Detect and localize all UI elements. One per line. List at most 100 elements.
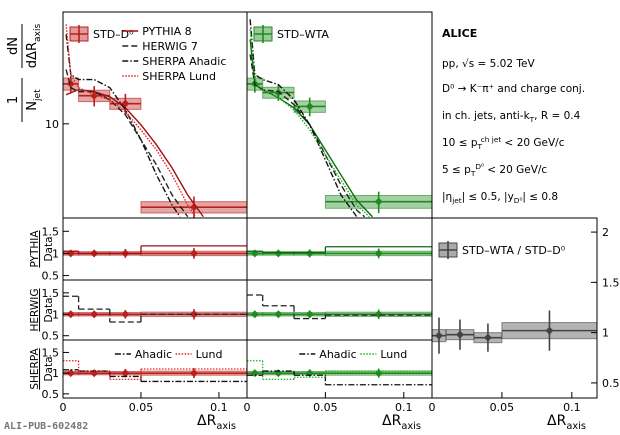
plot-area bbox=[432, 310, 597, 354]
marker bbox=[374, 310, 383, 319]
x-tick-label: 0.05 bbox=[490, 401, 515, 414]
legend-label: Lund bbox=[380, 348, 407, 361]
legend-label: STD–D⁰ bbox=[93, 28, 134, 41]
rich-text: 1 bbox=[6, 96, 21, 104]
legend-label: STD–WTA bbox=[277, 28, 329, 41]
marker bbox=[483, 333, 492, 342]
rich-text: D⁰ → K⁻π⁺ and charge conj. bbox=[442, 83, 585, 95]
text-part: D⁰ bbox=[475, 162, 484, 171]
marker bbox=[305, 102, 314, 111]
text-part: < 20 GeV/c bbox=[484, 164, 547, 176]
y-tick-label: 1 bbox=[602, 327, 609, 340]
marker bbox=[189, 310, 198, 319]
text-part: T bbox=[477, 142, 483, 151]
model-curve bbox=[249, 39, 373, 218]
x-tick-label: 0 bbox=[429, 401, 436, 414]
rich-text: in ch. jets, anti-kT, R = 0.4 bbox=[442, 110, 581, 124]
rich-text: 5 ≤ pTD⁰ < 20 GeV/c bbox=[442, 162, 547, 178]
model-curve bbox=[65, 24, 197, 218]
marker bbox=[250, 369, 259, 378]
x-tick-label: 0.1 bbox=[563, 401, 581, 414]
plot-area bbox=[247, 19, 432, 218]
y-tick-label: 0.5 bbox=[602, 377, 620, 390]
text-part: pp, √s = 5.02 TeV bbox=[442, 58, 535, 70]
marker bbox=[66, 369, 75, 378]
legend-label: Ahadic bbox=[319, 348, 356, 361]
rich-text: ΔRaxis bbox=[197, 413, 236, 432]
plot-area bbox=[247, 246, 432, 259]
plot-area bbox=[63, 360, 247, 383]
text-part: T bbox=[470, 169, 476, 178]
marker bbox=[374, 197, 383, 206]
y-tick-label: 1 bbox=[52, 247, 59, 260]
legend-label: STD–WTA / STD–D⁰ bbox=[462, 244, 566, 257]
marker bbox=[545, 326, 554, 335]
text-part: 1 bbox=[6, 96, 21, 104]
rich-text: Njet bbox=[25, 89, 43, 111]
text-part: jet bbox=[33, 89, 43, 102]
rich-text: 10 ≤ pTch jet < 20 GeV/c bbox=[442, 135, 565, 151]
legend-label: Lund bbox=[196, 348, 223, 361]
text-part: D⁰ → K⁻π⁺ and charge conj. bbox=[442, 83, 585, 95]
y-label-bottom: Data bbox=[43, 236, 55, 261]
text-part: ΔR bbox=[197, 413, 217, 429]
marker bbox=[189, 249, 198, 258]
plot-area bbox=[63, 295, 247, 323]
text-part: axis bbox=[566, 421, 586, 432]
y-tick-label: 1.5 bbox=[602, 276, 620, 289]
marker bbox=[189, 203, 198, 212]
panel-frame bbox=[246, 11, 433, 219]
marker bbox=[434, 331, 443, 340]
model-curve bbox=[249, 29, 370, 218]
marker bbox=[250, 310, 259, 319]
marker bbox=[374, 249, 383, 258]
text-part: < 20 GeV/c bbox=[501, 137, 564, 149]
marker bbox=[274, 88, 283, 97]
text-part: | ≤ 0.8 bbox=[522, 191, 558, 203]
x-tick-label: 0.05 bbox=[129, 401, 154, 414]
x-tick-label: 0.05 bbox=[313, 401, 338, 414]
panel-frame bbox=[62, 279, 248, 341]
plot-area bbox=[63, 24, 247, 218]
y-tick-label: 0.5 bbox=[42, 388, 60, 401]
x-tick-label: 0 bbox=[60, 401, 67, 414]
text-part: D⁰ bbox=[514, 196, 523, 205]
y-tick-label: 1 bbox=[52, 308, 59, 321]
plot-area bbox=[63, 245, 247, 259]
marker bbox=[66, 310, 75, 319]
text-part: in ch. jets, anti-k bbox=[442, 110, 531, 122]
panel-frame bbox=[246, 279, 433, 341]
y-tick-label: 10 bbox=[45, 118, 59, 131]
y-tick-label: 2 bbox=[602, 226, 609, 239]
text-part: dN bbox=[6, 37, 21, 55]
y-tick-label: 0.5 bbox=[42, 270, 60, 283]
marker bbox=[90, 310, 99, 319]
marker bbox=[374, 369, 383, 378]
rich-text: pp, √s = 5.02 TeV bbox=[442, 58, 535, 70]
marker bbox=[121, 369, 130, 378]
experiment: ALICE bbox=[442, 27, 477, 40]
text-part: axis bbox=[33, 24, 43, 42]
y-tick-label: 0.5 bbox=[42, 330, 60, 343]
model-curve bbox=[249, 54, 366, 218]
y-tick-label: 1.5 bbox=[42, 346, 60, 359]
model-curve bbox=[65, 34, 181, 218]
text-part: N bbox=[25, 101, 40, 111]
panel-frame bbox=[431, 217, 598, 399]
footer: ALI-PUB-602482 bbox=[4, 421, 88, 432]
marker bbox=[121, 310, 130, 319]
text-part: ΔR bbox=[382, 413, 402, 429]
model-curve bbox=[249, 19, 358, 218]
text-part: jet bbox=[451, 196, 462, 205]
legend-label: Ahadic bbox=[135, 348, 172, 361]
text-part: ΔR bbox=[547, 413, 567, 429]
legend-label: SHERPA Lund bbox=[142, 70, 216, 83]
panel-frame bbox=[62, 217, 248, 281]
y-label-top: HERWIG bbox=[29, 288, 41, 331]
text-part: |η bbox=[442, 191, 452, 203]
marker bbox=[305, 249, 314, 258]
marker bbox=[274, 249, 283, 258]
text-part: axis bbox=[401, 421, 421, 432]
